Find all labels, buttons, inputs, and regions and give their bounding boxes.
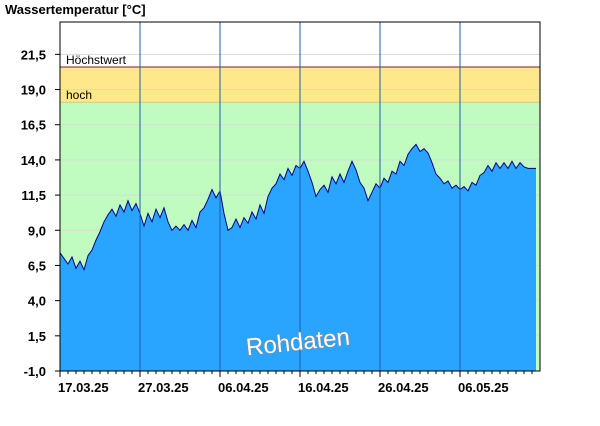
x-tick-label: 17.03.25 bbox=[58, 380, 109, 395]
y-axis: 21,5 19,0 16,5 14,0 11,5 9,0 6,5 4,0 1,5 -1,0 bbox=[21, 47, 60, 379]
y-tick-label: 16,5 bbox=[21, 118, 46, 133]
x-tick-label: 06.05.25 bbox=[458, 380, 509, 395]
x-tick-label: 26.04.25 bbox=[378, 380, 429, 395]
x-tick-label: 27.03.25 bbox=[138, 380, 189, 395]
plot-area: Höchstwert hoch bbox=[59, 21, 541, 372]
y-tick-label: 9,0 bbox=[28, 223, 46, 238]
threshold-label: hoch bbox=[66, 88, 92, 102]
x-tick-label: 06.04.25 bbox=[218, 380, 269, 395]
x-tick-label: 16.04.25 bbox=[298, 380, 349, 395]
y-tick-label: 11,5 bbox=[21, 188, 46, 203]
y-tick-label: 4,0 bbox=[28, 294, 46, 309]
temperature-line bbox=[59, 143, 536, 272]
y-tick-label: 14,0 bbox=[21, 153, 46, 168]
y-tick-label: 1,5 bbox=[28, 329, 46, 344]
chart-title: Wassertemperatur [°C] bbox=[5, 2, 146, 17]
y-tick-label: 6,5 bbox=[28, 258, 46, 273]
threshold-label: Höchstwert bbox=[66, 53, 127, 67]
y-tick-label: 19,0 bbox=[21, 83, 46, 98]
x-axis: 17.03.25 27.03.25 06.04.25 16.04.25 26.04.25… bbox=[58, 371, 533, 395]
y-tick-label: -1,0 bbox=[24, 364, 46, 379]
y-tick-label: 21,5 bbox=[21, 47, 46, 62]
temperature-area bbox=[60, 144, 536, 371]
